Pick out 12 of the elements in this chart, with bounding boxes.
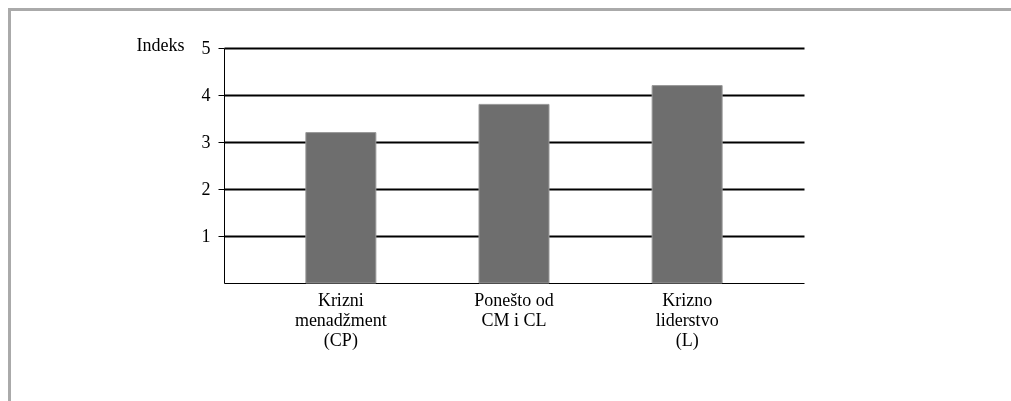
bar xyxy=(651,85,723,284)
bar xyxy=(305,132,377,284)
x-tick-label: Krizni menadžment (CP) xyxy=(294,289,387,351)
x-tick-label: Krizno liderstvo (L) xyxy=(655,289,719,351)
x-tick-label: Ponešto od CM i CL xyxy=(474,289,554,330)
y-tick-label: 5 xyxy=(201,37,211,58)
y-tick-label: 2 xyxy=(201,178,211,199)
bar xyxy=(478,103,550,284)
y-tick-label: 3 xyxy=(201,131,211,152)
y-axis-title: Indeks xyxy=(136,34,185,55)
y-tick-label: 1 xyxy=(201,225,211,246)
y-tick-label: 4 xyxy=(201,84,211,105)
